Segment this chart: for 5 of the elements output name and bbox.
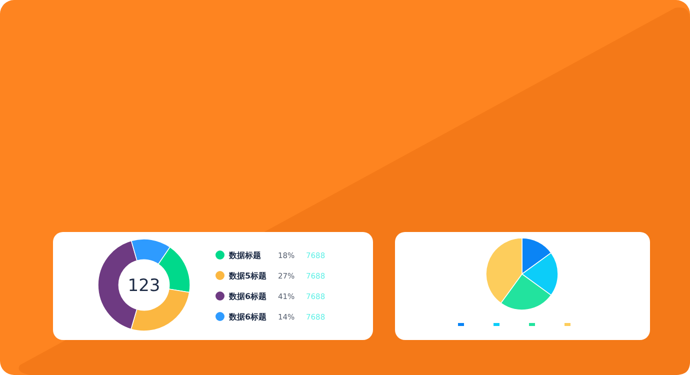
legend-label: 数据标题 <box>228 251 261 260</box>
legend-label: 数据6标题 <box>228 312 267 322</box>
text: 123 <box>128 276 160 296</box>
legend-label: 数据5标题 <box>228 272 267 280</box>
legend-label: 数据6标题 <box>228 292 267 301</box>
